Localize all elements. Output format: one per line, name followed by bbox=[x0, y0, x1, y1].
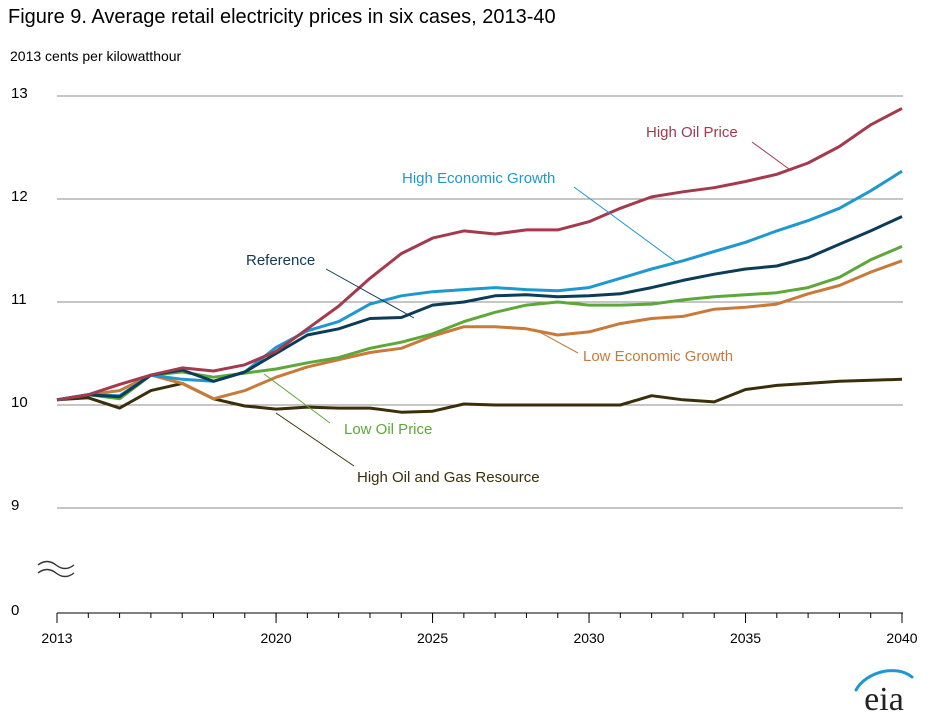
y-axis-unit-label: 2013 cents per kilowatthour bbox=[10, 48, 182, 64]
eia-logo: eia bbox=[854, 669, 914, 718]
x-axis: 2013 2020 2025 2030 2035 2040 bbox=[41, 612, 918, 646]
eia-logo-text: eia bbox=[864, 681, 904, 718]
series-line-reference bbox=[56, 215, 903, 402]
x-tick-label: 2040 bbox=[886, 630, 917, 646]
annotation-leader-line bbox=[751, 141, 790, 170]
series-line-low-economic-growth bbox=[56, 259, 903, 402]
annotation-label: Low Economic Growth bbox=[583, 348, 733, 365]
y-tick-label: 9 bbox=[11, 497, 19, 514]
annotation-label: High Economic Growth bbox=[402, 170, 555, 187]
annotation-label: Reference bbox=[246, 252, 315, 269]
annotation-leader-line bbox=[263, 373, 331, 424]
annotation-leader-line bbox=[533, 328, 579, 354]
x-tick-label: 2020 bbox=[260, 630, 291, 646]
x-tick-label: 2030 bbox=[573, 630, 604, 646]
axis-break-icon bbox=[37, 560, 75, 578]
x-tick-label: 2025 bbox=[417, 630, 448, 646]
x-tick-label: 2035 bbox=[730, 630, 761, 646]
gridlines bbox=[57, 95, 903, 509]
series-line-high-oil-price bbox=[56, 107, 903, 402]
annotation-leader-line bbox=[275, 412, 355, 467]
y-tick-label: 11 bbox=[11, 291, 27, 308]
series-lines bbox=[56, 107, 903, 414]
y-axis-ticks: 0 9 10 11 12 13 bbox=[11, 85, 28, 619]
annotation-leader-line bbox=[573, 186, 677, 263]
annotation-leader-line bbox=[325, 268, 415, 319]
series-line-high-economic-growth bbox=[56, 169, 903, 402]
series-line-low-oil-price bbox=[56, 245, 903, 402]
chart-title: Figure 9. Average retail electricity pri… bbox=[8, 6, 556, 28]
y-tick-label: 10 bbox=[11, 394, 28, 411]
annotation-label: High Oil and Gas Resource bbox=[357, 469, 540, 486]
y-tick-label: 13 bbox=[11, 85, 28, 102]
series-labels: High Oil Price High Economic Growth Refere… bbox=[246, 124, 790, 486]
y-tick-label: 0 bbox=[11, 602, 19, 619]
y-tick-label: 12 bbox=[11, 188, 28, 205]
annotation-label: Low Oil Price bbox=[344, 421, 432, 438]
annotation-label: High Oil Price bbox=[646, 124, 738, 141]
x-tick-label: 2013 bbox=[41, 630, 72, 646]
